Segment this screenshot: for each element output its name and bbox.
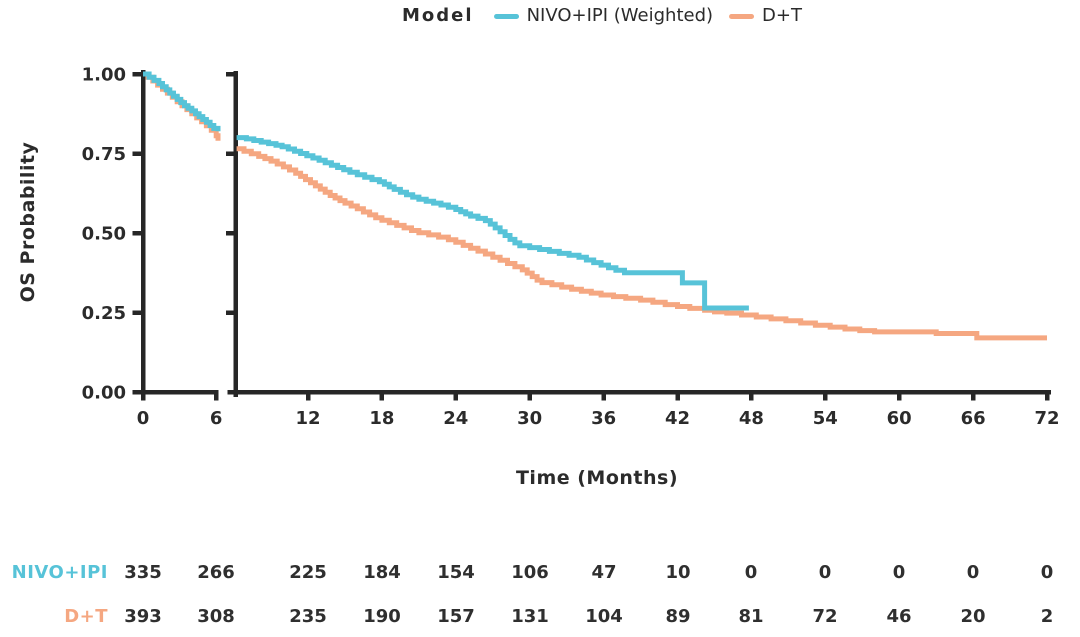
x-axis-tick	[1044, 392, 1050, 401]
x-tick-label: 66	[961, 408, 986, 429]
legend-label-dt: D+T	[762, 5, 802, 26]
risk-value: 335	[124, 562, 162, 583]
x-axis-title: Time (Months)	[516, 467, 678, 489]
x-axis-tick	[453, 392, 459, 401]
x-axis-left-segment	[138, 389, 219, 395]
axis-break-tick	[226, 230, 234, 236]
risk-value: 0	[892, 562, 906, 583]
risk-value: 81	[738, 606, 764, 627]
risk-value: 157	[437, 606, 475, 627]
x-tick-label: 30	[517, 408, 542, 429]
risk-value: 190	[363, 606, 401, 627]
y-tick-label: 0.00	[82, 383, 126, 404]
risk-value: 10	[665, 562, 691, 583]
risk-value: 104	[585, 606, 623, 627]
risk-table-row-nivo: NIVO+IPI 335 266 225 184 154 106 47 10 0 0 0 0 0	[0, 559, 1080, 587]
risk-value: 131	[511, 606, 549, 627]
x-tick-label: 60	[887, 408, 912, 429]
x-axis-main-segment	[227, 389, 1051, 395]
risk-value: 308	[197, 606, 235, 627]
x-axis-tick	[749, 392, 754, 401]
risk-value: 2	[1040, 606, 1054, 627]
risk-value: 72	[812, 606, 838, 627]
axis-break-line	[233, 71, 238, 397]
x-tick-label: 72	[1034, 408, 1059, 429]
legend-item-nivo: NIVO+IPI (Weighted)	[493, 4, 714, 28]
x-axis-tick	[140, 392, 146, 401]
risk-value: 46	[886, 606, 912, 627]
km-plot: 1.00 0.75 0.50 0.25 0.00 0 6 12 18 24 30 36 42 48 54 60…	[17, 65, 1060, 490]
legend-item-dt: D+T	[729, 4, 802, 28]
axis-break-tick	[226, 71, 234, 77]
x-tick-label: 18	[369, 408, 394, 429]
nivo-curve	[236, 135, 749, 311]
risk-value: 154	[437, 562, 475, 583]
risk-value: 0	[744, 562, 758, 583]
x-tick-label: 42	[665, 408, 690, 429]
risk-value: 393	[124, 606, 162, 627]
nivo-curve-pre-break	[143, 71, 221, 132]
x-axis-tick	[970, 392, 976, 401]
x-axis-tick	[601, 392, 606, 401]
y-tick-label: 0.75	[82, 144, 126, 165]
y-axis-title: OS Probability	[17, 141, 39, 302]
axis-break-tick	[226, 151, 234, 156]
nivo-line-swatch-icon	[493, 13, 519, 19]
y-tick-label: 1.00	[82, 65, 126, 86]
x-axis-tick	[527, 392, 532, 401]
y-axis-tick	[132, 310, 141, 315]
y-axis-tick	[132, 389, 141, 395]
risk-value: 0	[966, 562, 980, 583]
x-axis-tick	[305, 392, 311, 401]
x-tick-label: 48	[739, 408, 764, 429]
x-tick-label: 12	[295, 408, 320, 429]
x-axis-tick	[823, 392, 828, 401]
dt-curve	[236, 146, 1047, 341]
risk-value: 106	[511, 562, 549, 583]
x-tick-label: 54	[813, 408, 838, 429]
x-tick-label: 0	[137, 408, 150, 429]
risk-row-label-nivo: NIVO+IPI	[11, 562, 108, 583]
x-axis-tick	[896, 392, 902, 401]
legend-title: Model	[402, 5, 474, 26]
risk-value: 235	[289, 606, 327, 627]
risk-value: 0	[818, 562, 832, 583]
y-tick-label: 0.50	[82, 224, 126, 245]
risk-row-label-dt: D+T	[64, 606, 108, 627]
dt-curve-pre-break	[143, 71, 221, 141]
y-axis-line	[140, 70, 146, 395]
risk-value: 0	[1040, 562, 1054, 583]
x-tick-label: 24	[443, 408, 468, 429]
risk-value: 47	[591, 562, 617, 583]
axis-break-tick	[226, 310, 234, 315]
y-axis-tick	[132, 71, 141, 77]
chart-legend: Model NIVO+IPI (Weighted) D+T	[402, 4, 802, 28]
risk-value: 20	[960, 606, 986, 627]
risk-value: 184	[363, 562, 401, 583]
risk-value: 225	[289, 562, 327, 583]
x-tick-label: 36	[591, 408, 616, 429]
y-axis-tick	[132, 230, 141, 236]
risk-value: 89	[665, 606, 691, 627]
legend-label-nivo: NIVO+IPI (Weighted)	[526, 5, 714, 26]
x-axis-tick	[213, 392, 219, 401]
x-axis-tick	[379, 392, 385, 401]
y-tick-label: 0.25	[82, 303, 126, 324]
dt-line-swatch-icon	[729, 13, 755, 19]
y-axis-tick	[132, 151, 141, 156]
x-tick-label: 6	[210, 408, 223, 429]
risk-table-row-dt: D+T 393 308 235 190 157 131 104 89 81 72 46 20 2	[0, 603, 1080, 631]
risk-value: 266	[197, 562, 235, 583]
x-axis-tick	[675, 392, 680, 401]
